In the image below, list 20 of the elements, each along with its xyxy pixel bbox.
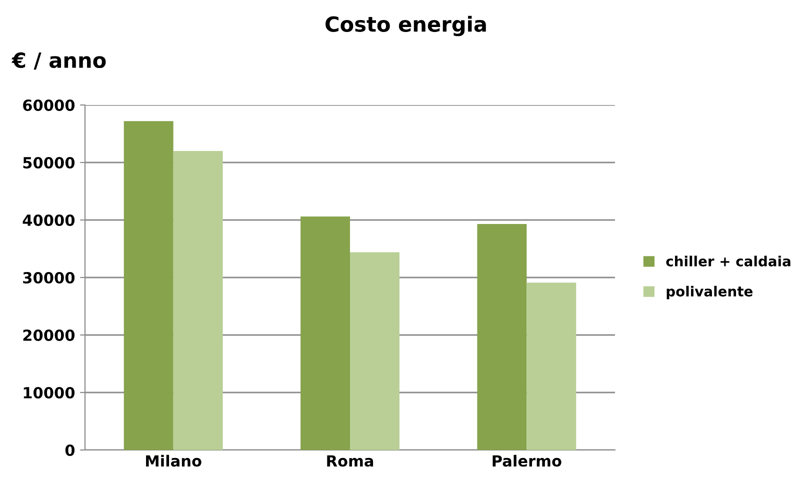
chart-title: Costo energia [326, 16, 486, 36]
y-tick-label: 0 [65, 444, 75, 456]
x-tick-label: Roma [327, 455, 374, 467]
bar [526, 282, 576, 450]
bar [300, 216, 350, 450]
y-tick-label: 10000 [24, 386, 75, 399]
y-tick-label: 30000 [23, 272, 75, 284]
y-tick-label: 40000 [22, 214, 75, 226]
bar [173, 151, 223, 450]
bar [124, 121, 174, 450]
y-tick-label: 50000 [23, 156, 75, 169]
y-axis-title: € / anno [12, 52, 106, 70]
y-tick-label: 20000 [23, 329, 75, 342]
bar [350, 252, 400, 450]
x-tick-label: Milano [146, 454, 202, 467]
legend-label: polivalente [666, 286, 753, 300]
bar [477, 224, 527, 450]
y-tick-label: 60000 [23, 99, 75, 112]
legend-label: chiller + caldaia [666, 256, 790, 266]
x-tick-label: Palermo [492, 454, 562, 467]
